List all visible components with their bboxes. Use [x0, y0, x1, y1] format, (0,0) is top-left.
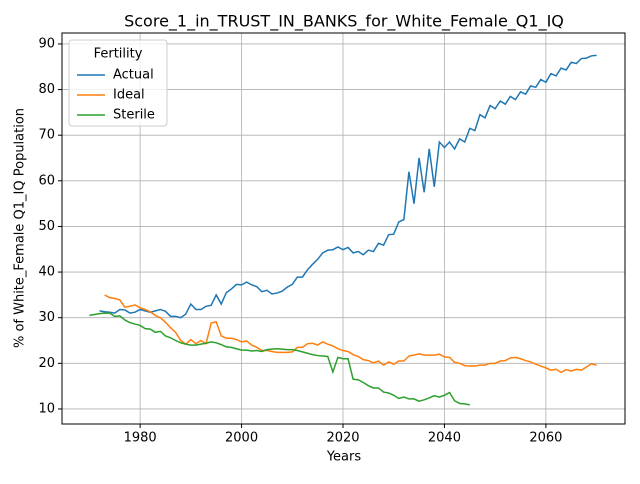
- axes-frame: [61, 32, 626, 425]
- x-tick-label: 2060: [529, 431, 562, 446]
- line-series: [89, 312, 470, 406]
- line-series: [104, 294, 597, 374]
- x-tick-label: 2000: [225, 431, 258, 446]
- x-axis-label: Years: [326, 450, 362, 465]
- x-tick-label: 2020: [326, 431, 359, 446]
- x-tick-label: 2040: [428, 431, 461, 446]
- y-tick-label: 20: [38, 356, 55, 371]
- y-tick-label: 90: [38, 36, 55, 51]
- y-tick-label: 60: [38, 173, 55, 188]
- y-tick-label: 30: [38, 310, 55, 325]
- y-tick-label: 40: [38, 265, 55, 280]
- legend-label: Ideal: [113, 88, 145, 103]
- chart-title: Score_1_in_TRUST_IN_BANKS_for_White_Fema…: [124, 12, 564, 32]
- x-tick-label: 1980: [124, 431, 157, 446]
- legend-box: [68, 39, 168, 127]
- legend-label: Sterile: [113, 108, 155, 123]
- y-tick-label: 10: [38, 401, 55, 416]
- y-axis-label: % of White_Female Q1_IQ Population: [13, 108, 28, 348]
- y-tick-label: 70: [38, 128, 55, 143]
- legend-label: Actual: [113, 68, 154, 83]
- line-series: [99, 54, 597, 319]
- legend-title: Fertility: [94, 47, 143, 62]
- y-tick-label: 50: [38, 219, 55, 234]
- y-tick-label: 80: [38, 82, 55, 97]
